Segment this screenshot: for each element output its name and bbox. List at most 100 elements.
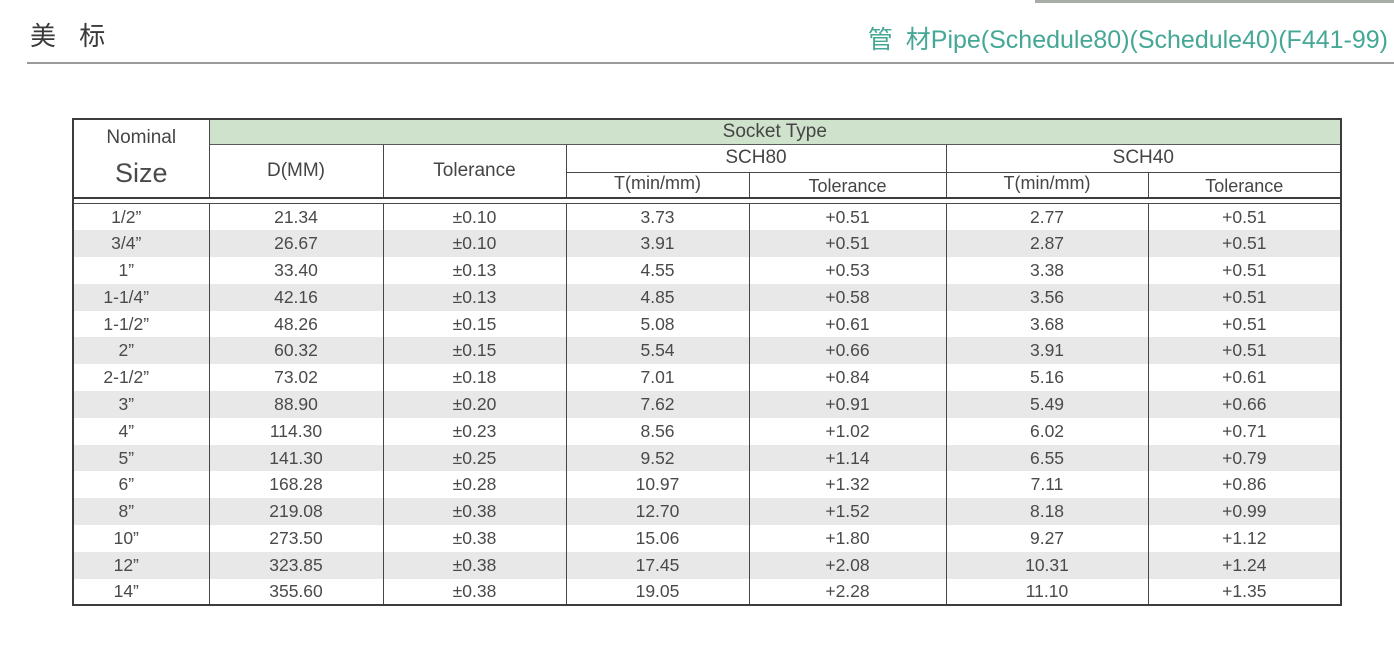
cell-d-mm: 141.30 — [208, 444, 384, 472]
table-row: 14” 355.60 ±0.38 19.05 +2.28 11.10 +1.35 — [72, 578, 1342, 606]
page-title-product: 管 材Pipe(Schedule80)(Schedule40)(F441-99) — [867, 26, 1388, 54]
cell-sch80-t: 5.08 — [565, 310, 750, 338]
cell-sch40-t: 3.91 — [945, 337, 1149, 365]
cell-sch40-t: 5.49 — [945, 391, 1149, 418]
table-row: 6” 168.28 ±0.28 10.97 +1.32 7.11 +0.86 — [72, 471, 1342, 499]
header-divider-rule — [27, 62, 1394, 64]
cell-sch40-t: 9.27 — [945, 525, 1149, 552]
cell-sch80-t: 7.01 — [565, 364, 750, 392]
cell-sch40-t: 3.56 — [945, 283, 1149, 311]
cell-sch40-tolerance: +0.71 — [1147, 417, 1342, 445]
header-row-socket-type: Nominal Size Socket Type — [72, 119, 1342, 198]
header-d-tolerance: Tolerance — [382, 144, 567, 198]
table-row: 10” 273.50 ±0.38 15.06 +1.80 9.27 +1.12 — [72, 525, 1342, 552]
table-row: 1” 33.40 ±0.13 4.55 +0.53 3.38 +0.51 — [72, 257, 1342, 284]
cell-sch80-t: 4.55 — [565, 257, 750, 284]
header-sch80-tolerance: Tolerance — [748, 172, 947, 198]
cell-nominal-size: 1-1/2” — [72, 310, 210, 338]
cell-d-mm: 26.67 — [208, 230, 384, 258]
cell-sch80-t: 5.54 — [565, 337, 750, 365]
cell-nominal-size: 10” — [72, 525, 210, 552]
header-sch80: SCH80 — [565, 144, 947, 173]
cell-sch40-t: 6.55 — [945, 444, 1149, 472]
spec-table-body: 1/2” 21.34 ±0.10 3.73 +0.51 2.77 +0.51 3… — [72, 203, 1342, 606]
header-sch40-tolerance: Tolerance — [1147, 172, 1342, 198]
header-row-groups: D(MM) Tolerance SCH80 SCH40 — [73, 144, 1342, 198]
cell-d-mm: 73.02 — [208, 364, 384, 392]
cell-sch80-t: 10.97 — [565, 471, 750, 499]
cell-d-tolerance: ±0.13 — [382, 257, 567, 284]
cell-nominal-size: 1/2” — [72, 203, 210, 231]
cell-d-mm: 323.85 — [208, 551, 384, 579]
cell-d-mm: 42.16 — [208, 283, 384, 311]
cell-nominal-size: 1-1/4” — [72, 283, 210, 311]
cell-d-tolerance: ±0.10 — [382, 203, 567, 231]
cell-nominal-size: 3/4” — [72, 230, 210, 258]
cell-sch40-t: 2.77 — [945, 203, 1149, 231]
cell-d-tolerance: ±0.23 — [382, 417, 567, 445]
cell-sch40-t: 8.18 — [945, 498, 1149, 526]
cell-sch80-t: 12.70 — [565, 498, 750, 526]
table-row: 12” 323.85 ±0.38 17.45 +2.08 10.31 +1.24 — [72, 551, 1342, 579]
cell-sch40-t: 10.31 — [945, 551, 1149, 579]
header-sch40-t: T(min/mm) — [945, 172, 1149, 198]
header-sch80-t: T(min/mm) — [565, 172, 750, 198]
header-nominal-size: Nominal Size — [72, 119, 210, 198]
cell-d-tolerance: ±0.13 — [382, 283, 567, 311]
cell-nominal-size: 1” — [72, 257, 210, 284]
table-row: 5” 141.30 ±0.25 9.52 +1.14 6.55 +0.79 — [72, 444, 1342, 472]
cell-sch40-t: 2.87 — [945, 230, 1149, 258]
cell-nominal-size: 14” — [72, 578, 210, 606]
page-title-cn: 美 标 — [30, 21, 107, 51]
cell-d-tolerance: ±0.38 — [382, 551, 567, 579]
cell-sch40-tolerance: +0.66 — [1147, 391, 1342, 418]
cell-sch40-tolerance: +0.79 — [1147, 444, 1342, 472]
header-body-double-rule — [73, 197, 1342, 204]
cell-d-tolerance: ±0.10 — [382, 230, 567, 258]
cell-d-mm: 168.28 — [208, 471, 384, 499]
cell-sch40-tolerance: +0.51 — [1147, 337, 1342, 365]
cell-sch80-tolerance: +0.51 — [748, 203, 947, 231]
spec-table-container: Nominal Size Socket Type D(MM) Tolerance… — [72, 118, 1343, 607]
cell-sch40-t: 3.38 — [945, 257, 1149, 284]
cell-sch80-t: 9.52 — [565, 444, 750, 472]
cell-sch80-t: 7.62 — [565, 391, 750, 418]
table-row: 3” 88.90 ±0.20 7.62 +0.91 5.49 +0.66 — [72, 391, 1342, 418]
cell-sch40-t: 11.10 — [945, 578, 1149, 606]
cell-sch80-t: 15.06 — [565, 525, 750, 552]
header-size-label: Size — [114, 158, 168, 189]
cell-nominal-size: 6” — [72, 471, 210, 499]
cell-d-tolerance: ±0.28 — [382, 471, 567, 499]
cell-sch80-tolerance: +0.84 — [748, 364, 947, 392]
cell-sch80-tolerance: +0.58 — [748, 283, 947, 311]
cell-sch40-tolerance: +0.51 — [1147, 230, 1342, 258]
table-row: 1/2” 21.34 ±0.10 3.73 +0.51 2.77 +0.51 — [72, 203, 1342, 231]
cell-sch40-tolerance: +0.86 — [1147, 471, 1342, 499]
table-row: 4” 114.30 ±0.23 8.56 +1.02 6.02 +0.71 — [72, 417, 1342, 445]
cell-nominal-size: 8” — [72, 498, 210, 526]
cell-sch80-tolerance: +1.52 — [748, 498, 947, 526]
header-socket-type: Socket Type — [208, 119, 1342, 145]
spec-table-header: Nominal Size Socket Type D(MM) Tolerance… — [72, 119, 1342, 204]
cell-sch40-tolerance: +1.24 — [1147, 551, 1342, 579]
cell-nominal-size: 4” — [72, 417, 210, 445]
header-sch40: SCH40 — [945, 144, 1342, 173]
cell-sch80-tolerance: +0.91 — [748, 391, 947, 418]
cell-nominal-size: 12” — [72, 551, 210, 579]
cell-sch80-tolerance: +0.53 — [748, 257, 947, 284]
cell-d-mm: 33.40 — [208, 257, 384, 284]
cell-d-tolerance: ±0.25 — [382, 444, 567, 472]
cell-sch80-t: 8.56 — [565, 417, 750, 445]
header-row-subcolumns: T(min/mm) Tolerance T(min/mm) Tolerance — [73, 172, 1342, 198]
cell-d-mm: 273.50 — [208, 525, 384, 552]
cell-sch40-t: 3.68 — [945, 310, 1149, 338]
cell-sch80-tolerance: +0.61 — [748, 310, 947, 338]
cell-sch80-tolerance: +0.51 — [748, 230, 947, 258]
cell-d-mm: 114.30 — [208, 417, 384, 445]
cell-nominal-size: 3” — [72, 391, 210, 418]
cell-sch80-t: 3.73 — [565, 203, 750, 231]
cell-sch80-tolerance: +2.28 — [748, 578, 947, 606]
header-nominal-label: Nominal — [106, 127, 177, 149]
top-edge-strip — [1035, 0, 1394, 3]
cell-d-mm: 21.34 — [208, 203, 384, 231]
